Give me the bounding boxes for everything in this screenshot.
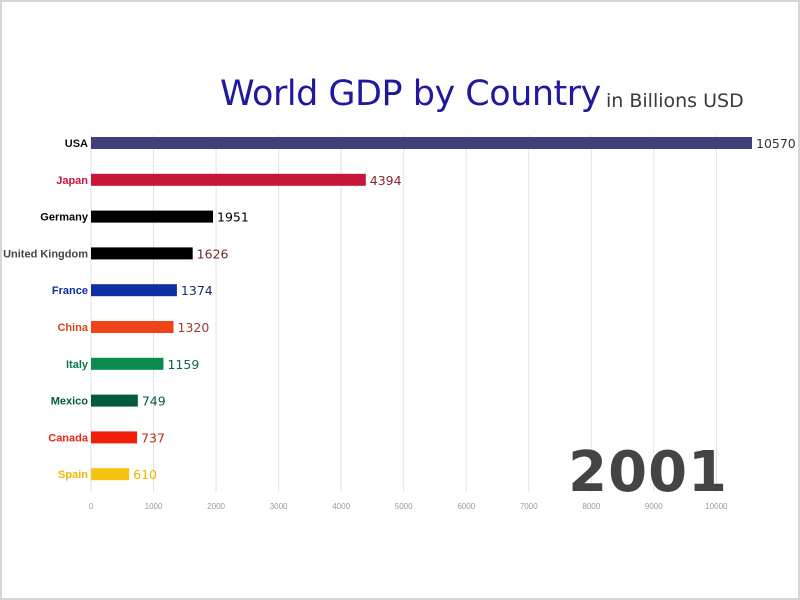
category-label: USA [65,138,88,150]
bar [91,431,138,444]
category-label: United Kingdom [3,248,88,260]
chart-title: World GDP by Country [220,74,601,114]
value-label: 610 [133,467,157,482]
x-tick-label: 10000 [705,502,728,511]
value-label: 737 [141,430,165,445]
x-tick-label: 4000 [332,502,350,511]
value-label: 1374 [181,283,213,298]
x-tick-label: 1000 [145,502,163,511]
bar [91,173,366,186]
x-tick-label: 0 [89,502,94,511]
bar [91,468,130,481]
labels: USA 10570 Japan 4394 Germany 1951 United Kingd… [3,136,796,482]
x-tick-label: 2000 [207,502,225,511]
x-axis-ticks: 0 1000 2000 3000 4000 5000 6000 7000 8000 9000 100… [89,502,728,511]
x-tick-label: 8000 [582,502,600,511]
chart-subtitle: in Billions USD [606,90,744,112]
gridlines [90,135,717,492]
bar [91,357,164,370]
category-label: France [52,285,88,297]
value-label: 1951 [217,210,249,225]
bar [91,247,193,260]
value-label: 1320 [178,320,210,335]
x-tick-label: 9000 [645,502,663,511]
x-tick-label: 5000 [395,502,413,511]
category-label: Mexico [51,396,89,408]
bars [91,137,752,481]
category-label: Germany [40,212,89,224]
category-label: Canada [48,432,89,444]
value-label: 10570 [756,136,796,151]
bar [91,137,752,149]
bar [91,321,174,333]
x-tick-label: 6000 [457,502,475,511]
bar [91,284,177,297]
value-label: 1159 [167,357,199,372]
value-label: 1626 [197,246,229,261]
value-label: 749 [142,394,166,409]
category-label: China [57,322,88,334]
category-label: Italy [66,359,89,371]
category-label: Japan [56,175,88,187]
year-annotation: 2001 [568,440,728,505]
value-label: 4394 [370,173,402,188]
bar [91,394,138,407]
category-label: Spain [58,469,88,481]
bar [91,210,214,223]
x-tick-label: 3000 [270,502,288,511]
x-tick-label: 7000 [520,502,538,511]
